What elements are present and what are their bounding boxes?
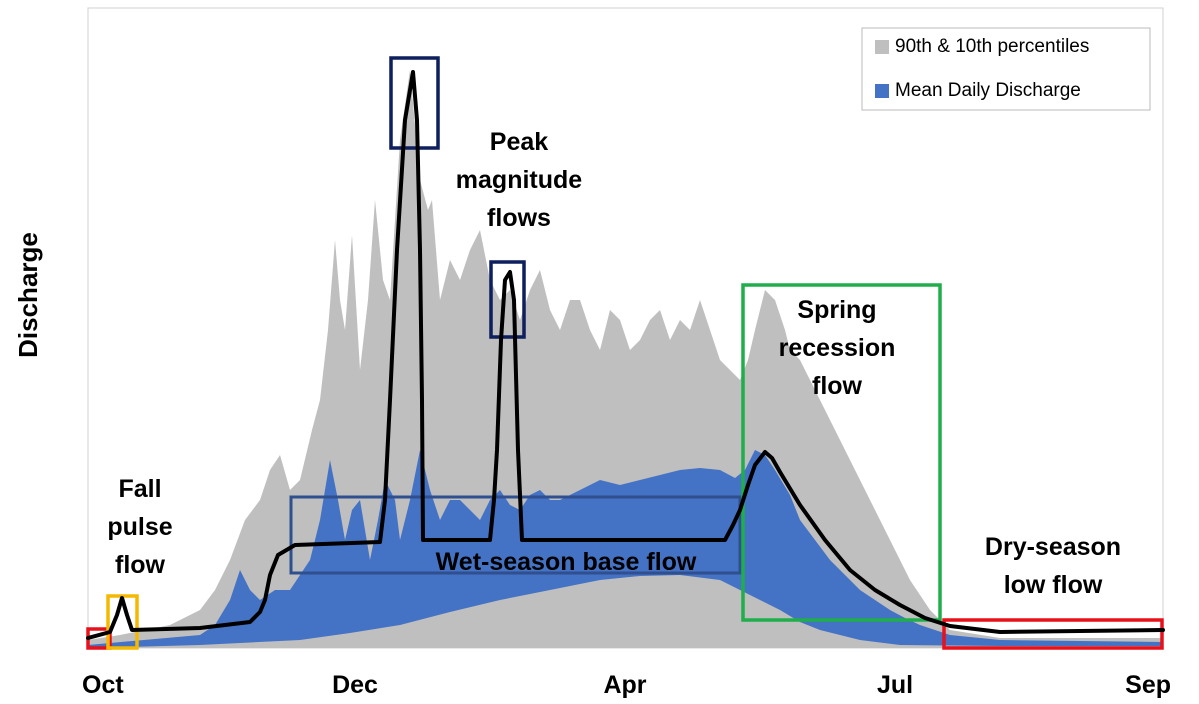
hydrograph-line (86, 70, 1165, 640)
annotation-line: low flow (1004, 571, 1103, 599)
wet-season-box (289, 495, 742, 575)
annotation-line: Wet-season base flow (436, 548, 697, 576)
percentile-area (88, 70, 1163, 648)
annotation: Dry-season low flow (985, 533, 1121, 599)
annotation: Spring recession flow (779, 296, 896, 400)
annotation-line: flow (115, 551, 166, 579)
legend-swatch (875, 40, 889, 54)
x-ticks: Oct Dec Apr Jul Sep (82, 671, 1171, 699)
legend-label: Mean Daily Discharge (895, 80, 1081, 101)
annotation-line: flow (812, 372, 863, 400)
peak-box (389, 56, 440, 150)
legend (861, 27, 1151, 111)
percentile-area (88, 575, 1163, 648)
annotation: Peak magnitude flows (456, 128, 582, 232)
x-tick-label: Oct (82, 671, 124, 699)
annotations: Fall pulse flow Peak magnitude flows Wet-seaso… (107, 128, 1121, 599)
annotation-line: Fall (118, 475, 161, 503)
dry-season-box (942, 618, 1164, 650)
annotation-line: Spring (797, 296, 876, 324)
x-tick-label: Sep (1125, 671, 1171, 699)
annotation-line: recession (779, 334, 896, 362)
annotation-line: Dry-season (985, 533, 1121, 561)
legend-label: 90th & 10th percentiles (895, 36, 1089, 57)
x-tick-label: Dec (332, 671, 378, 699)
peak-box (489, 260, 526, 339)
annotation-line: magnitude (456, 166, 582, 194)
x-tick-label: Apr (603, 671, 646, 699)
annotation-line: pulse (107, 513, 172, 541)
spring-box (741, 283, 942, 622)
annotation: Wet-season base flow (436, 548, 697, 576)
fall-pulse-box (106, 594, 139, 650)
x-tick-label: Jul (877, 671, 913, 699)
legend-swatch (875, 84, 889, 98)
y-axis-label: Discharge (13, 232, 43, 358)
legend-items: 90th & 10th percentiles Mean Daily Discha… (875, 36, 1089, 101)
annotation-line: flows (487, 204, 551, 232)
annotation: Fall pulse flow (107, 475, 172, 579)
mean-area (88, 450, 1163, 648)
annotation-line: Peak (490, 128, 548, 156)
